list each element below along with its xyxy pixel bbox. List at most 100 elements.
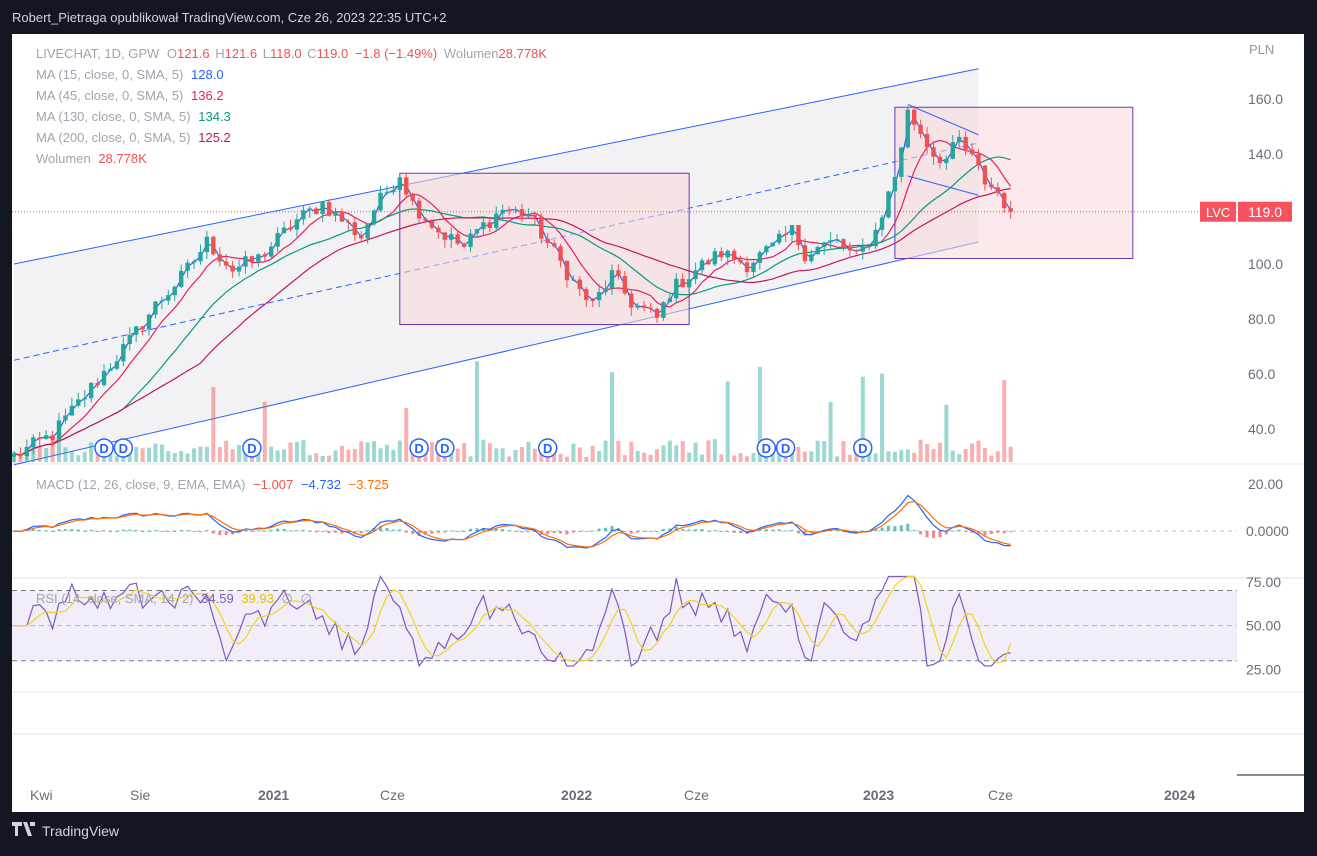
macd-histogram-bar bbox=[327, 531, 331, 534]
volume-bar bbox=[378, 448, 383, 462]
candle-body bbox=[969, 149, 975, 155]
volume-bar bbox=[185, 453, 190, 462]
volume-bar bbox=[275, 450, 280, 462]
volume-bar bbox=[622, 455, 627, 462]
volume-bar bbox=[314, 453, 319, 462]
legend-ma200[interactable]: MA (200, close, 0, SMA, 5) 125.2 bbox=[36, 130, 231, 145]
volume-bar bbox=[134, 447, 139, 462]
macd-histogram-bar bbox=[591, 530, 595, 532]
volume-bar bbox=[230, 449, 235, 462]
candle-body bbox=[866, 246, 872, 248]
macd-histogram-bar bbox=[886, 525, 890, 531]
volume-bar bbox=[121, 454, 126, 462]
candle-body bbox=[957, 136, 962, 143]
candle-body bbox=[198, 252, 203, 262]
macd-histogram-bar bbox=[835, 530, 839, 532]
volume-bar bbox=[860, 376, 865, 462]
volume-bar bbox=[224, 440, 229, 462]
volume-bar bbox=[828, 401, 833, 462]
candle-body bbox=[1008, 208, 1013, 212]
macd-histogram-bar bbox=[70, 529, 74, 531]
candle-body bbox=[506, 209, 512, 211]
chart-frame[interactable]: DDDDDDDDDPLN160.0140.0120.0100.080.060.0… bbox=[12, 34, 1304, 812]
legend-ma45[interactable]: MA (45, close, 0, SMA, 5) 136.2 bbox=[36, 88, 224, 103]
candle-body bbox=[513, 209, 518, 211]
candle-body bbox=[680, 278, 685, 288]
volume-bar bbox=[262, 401, 267, 462]
candle-body bbox=[127, 334, 132, 345]
candle-body bbox=[378, 192, 383, 211]
volume-bar bbox=[372, 441, 377, 462]
legend-ma130[interactable]: MA (130, close, 0, SMA, 5) 134.3 bbox=[36, 109, 231, 124]
legend-vol-value: 28.778K bbox=[498, 46, 547, 61]
volume-bar bbox=[770, 449, 775, 462]
macd-histogram-bar bbox=[288, 530, 292, 532]
legend-ma130-label: MA (130, close, 0, SMA, 5) bbox=[36, 109, 191, 124]
candle-body bbox=[931, 147, 936, 157]
volume-bar bbox=[937, 442, 942, 462]
macd-histogram-bar bbox=[706, 530, 710, 532]
candle-body bbox=[1002, 192, 1007, 209]
macd-histogram-bar bbox=[115, 530, 119, 532]
volume-bar bbox=[719, 454, 724, 462]
macd-histogram-bar bbox=[803, 531, 807, 536]
range-box-1 bbox=[399, 172, 690, 325]
candle-body bbox=[789, 225, 795, 235]
macd-histogram-bar bbox=[668, 528, 672, 531]
volume-bar bbox=[976, 440, 981, 462]
candle-body bbox=[783, 233, 788, 235]
macd-histogram-bar bbox=[931, 531, 935, 538]
legend-wolumen[interactable]: Wolumen 28.778K bbox=[36, 151, 147, 166]
volume-bar bbox=[89, 442, 94, 462]
candle-body bbox=[532, 214, 538, 217]
macd-histogram-bar bbox=[256, 530, 260, 532]
macd-histogram-bar bbox=[108, 530, 112, 532]
macd-histogram-bar bbox=[681, 529, 685, 531]
candle-body bbox=[12, 453, 17, 457]
tradingview-footer[interactable]: TradingView bbox=[12, 822, 119, 839]
macd-histogram-bar bbox=[44, 530, 48, 532]
macd-histogram-bar bbox=[816, 531, 820, 532]
legend-macd[interactable]: MACD (12, 26, close, 9, EMA, EMA) −1.007… bbox=[36, 477, 389, 492]
volume-bar bbox=[989, 455, 994, 462]
macd-histogram-bar bbox=[424, 531, 428, 535]
volume-bar bbox=[995, 451, 1000, 462]
candle-body bbox=[468, 233, 473, 247]
volume-bar bbox=[892, 451, 897, 462]
candle-body bbox=[539, 216, 544, 239]
candle-body bbox=[474, 229, 480, 234]
volume-bar bbox=[31, 446, 36, 462]
volume-bar bbox=[513, 450, 518, 462]
volume-bar bbox=[63, 447, 68, 462]
macd-histogram-bar bbox=[507, 530, 511, 532]
dividend-marker-label: D bbox=[543, 441, 552, 456]
macd-histogram-bar bbox=[372, 527, 376, 531]
macd-histogram-bar bbox=[854, 531, 858, 532]
volume-bar bbox=[616, 440, 621, 462]
candle-body bbox=[899, 147, 904, 177]
candle-body bbox=[854, 250, 859, 252]
macd-histogram-bar bbox=[552, 531, 556, 534]
volume-bar bbox=[957, 454, 962, 462]
candle-body bbox=[442, 232, 448, 240]
macd-histogram-bar bbox=[147, 531, 151, 532]
macd-histogram-bar bbox=[334, 531, 337, 533]
dividend-marker-label: D bbox=[858, 441, 867, 456]
chart-canvas[interactable]: DDDDDDDDDPLN160.0140.0120.0100.080.060.0… bbox=[12, 34, 1304, 812]
macd-histogram-bar bbox=[533, 531, 537, 533]
price-tick-label: 140.0 bbox=[1248, 146, 1283, 162]
time-axis-label: Kwi bbox=[30, 787, 53, 803]
macd-histogram-bar bbox=[141, 531, 145, 532]
candle-body bbox=[371, 210, 377, 225]
candle-body bbox=[924, 134, 930, 148]
volume-bar bbox=[944, 404, 949, 462]
macd-histogram-bar bbox=[449, 530, 453, 532]
legend-rsi[interactable]: RSI (14, close, SMA, 14, 2) 34.59 39.93 … bbox=[36, 591, 312, 607]
volume-bar bbox=[802, 451, 807, 462]
legend-ma15[interactable]: MA (15, close, 0, SMA, 5) 128.0 bbox=[36, 67, 224, 82]
legend-macd-line: −4.732 bbox=[300, 477, 342, 492]
volume-bar bbox=[635, 450, 640, 462]
macd-histogram-bar bbox=[649, 530, 653, 532]
volume-bar bbox=[886, 451, 891, 462]
time-axis-label: Cze bbox=[684, 787, 709, 803]
